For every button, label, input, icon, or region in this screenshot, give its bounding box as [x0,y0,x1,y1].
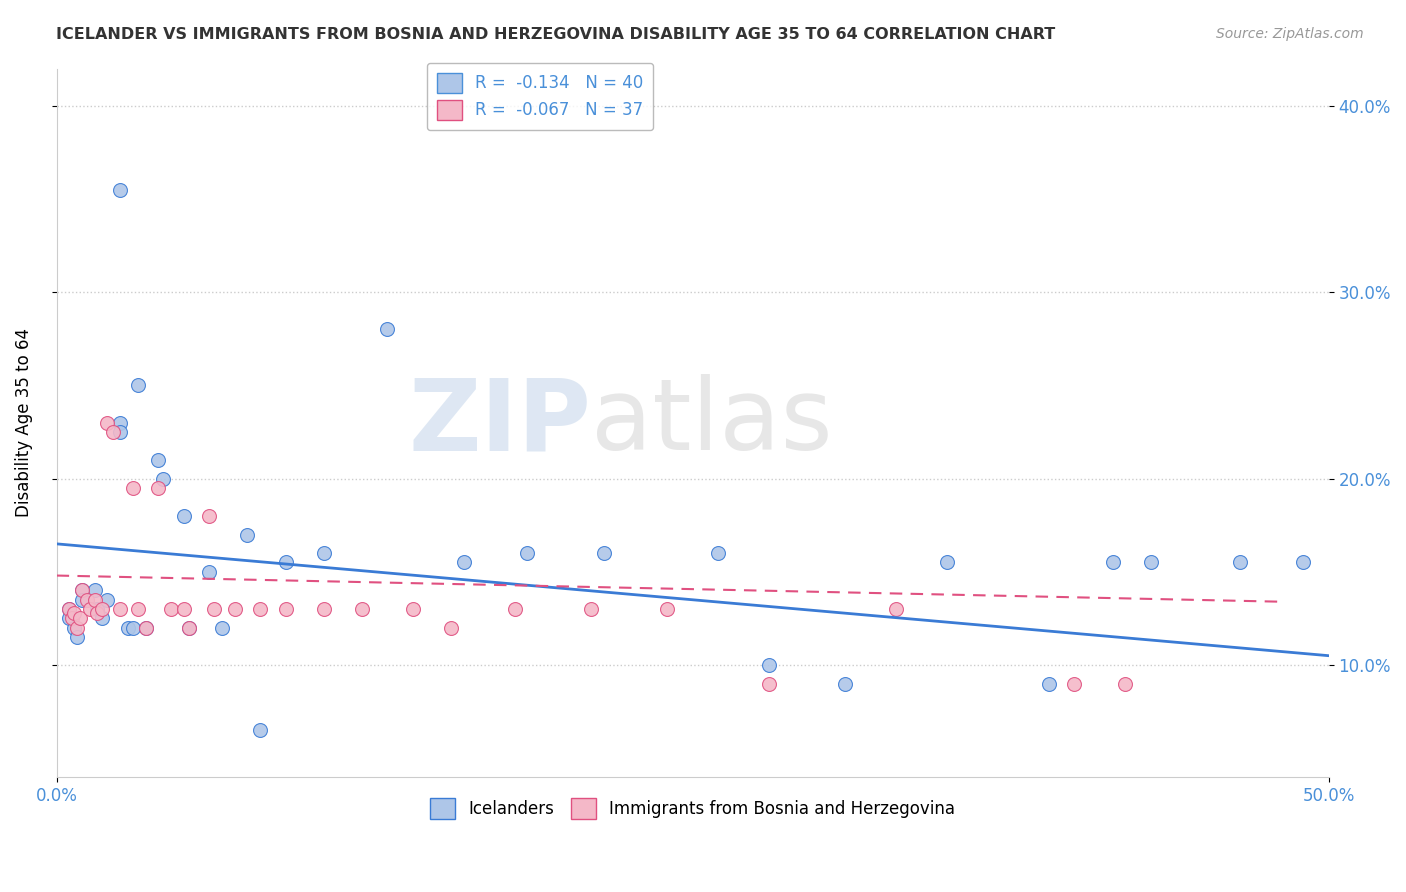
Point [350,602,373,616]
Point [173,602,195,616]
Point [148,481,170,495]
Point [58,602,80,616]
Point [83,592,105,607]
Point [1292,556,1315,570]
Point [135,621,157,635]
Point [202,602,225,616]
Point [79,602,101,616]
Point [96,592,118,607]
Point [579,602,602,616]
Point [377,322,399,336]
Point [76,592,98,607]
Text: ICELANDER VS IMMIGRANTS FROM BOSNIA AND HERZEGOVINA DISABILITY AGE 35 TO 64 CORR: ICELANDER VS IMMIGRANTS FROM BOSNIA AND … [56,27,1056,42]
Point [58,602,80,616]
Point [127,602,149,616]
Point [274,602,297,616]
Point [91,611,114,625]
Point [148,453,170,467]
Point [152,472,174,486]
Point [834,676,856,690]
Point [60,611,83,625]
Point [127,378,149,392]
Point [516,546,538,560]
Point [96,416,118,430]
Point [1139,556,1161,570]
Point [198,508,221,523]
Point [758,658,780,673]
Point [86,606,108,620]
Point [236,527,259,541]
Point [122,481,145,495]
Point [198,565,221,579]
Point [884,602,907,616]
Point [70,592,93,607]
Point [274,556,297,570]
Point [110,602,132,616]
Point [69,611,91,625]
Point [83,583,105,598]
Point [117,621,139,635]
Point [101,425,124,439]
Point [707,546,730,560]
Point [110,416,132,430]
Point [1229,556,1251,570]
Point [758,676,780,690]
Point [503,602,526,616]
Text: atlas: atlas [591,374,832,471]
Text: ZIP: ZIP [408,374,591,471]
Point [66,630,89,644]
Point [211,621,233,635]
Point [249,602,271,616]
Point [312,546,335,560]
Point [70,583,93,598]
Legend: Icelanders, Immigrants from Bosnia and Herzegovina: Icelanders, Immigrants from Bosnia and H… [423,791,962,825]
Point [177,621,200,635]
Point [110,183,132,197]
Point [63,606,86,620]
Point [1114,676,1136,690]
Point [122,621,145,635]
Point [66,621,89,635]
Point [312,602,335,616]
Point [592,546,614,560]
Point [249,723,271,738]
Point [1101,556,1123,570]
Point [173,508,195,523]
Point [402,602,425,616]
Point [135,621,157,635]
Point [110,425,132,439]
Point [70,583,93,598]
Point [657,602,679,616]
Y-axis label: Disability Age 35 to 64: Disability Age 35 to 64 [15,328,32,517]
Point [936,556,959,570]
Point [86,602,108,616]
Point [453,556,475,570]
Point [177,621,200,635]
Point [1038,676,1060,690]
Point [440,621,463,635]
Point [63,621,86,635]
Point [91,602,114,616]
Point [58,611,80,625]
Point [160,602,183,616]
Point [224,602,246,616]
Text: Source: ZipAtlas.com: Source: ZipAtlas.com [1216,27,1364,41]
Point [1063,676,1085,690]
